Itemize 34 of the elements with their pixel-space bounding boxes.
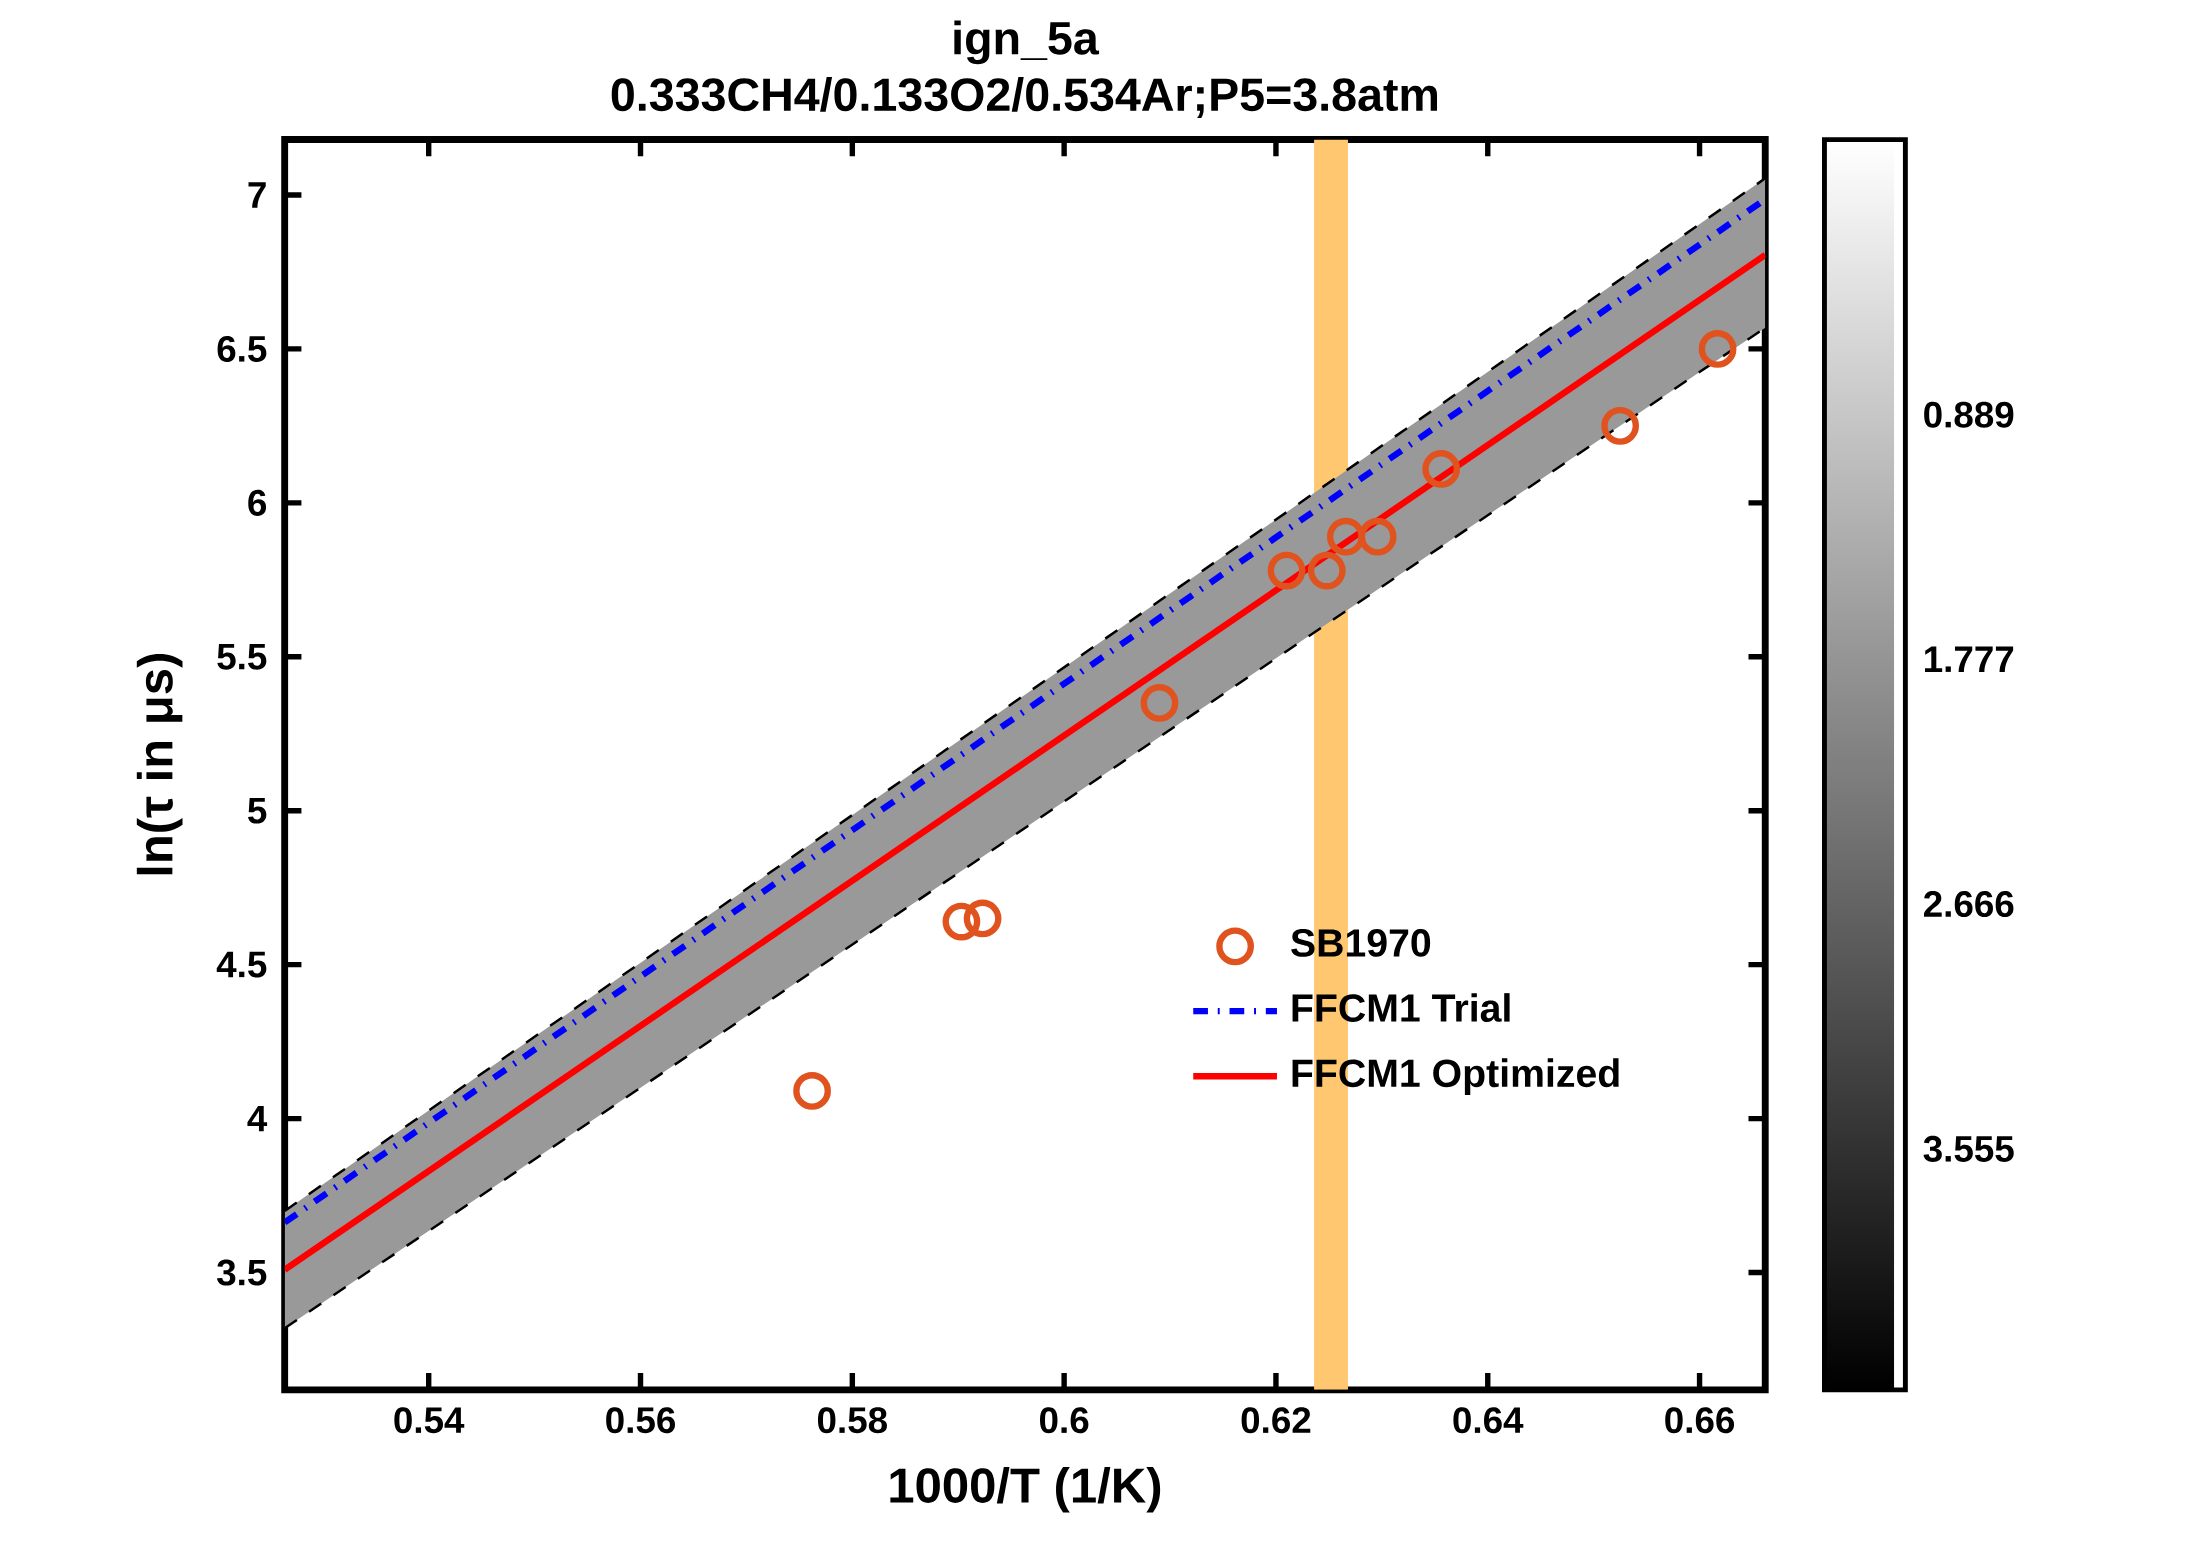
- x-tick-label: 0.58: [817, 1406, 887, 1434]
- x-tick-label: 0.54: [394, 1406, 465, 1434]
- point: [1307, 551, 1346, 590]
- x-tick-label: 0.62: [1241, 1406, 1311, 1434]
- color-bar-label: 0.889: [1924, 401, 2014, 428]
- point: [1326, 517, 1365, 556]
- point: [1601, 406, 1640, 445]
- y-tick-label: 5.5: [217, 643, 267, 670]
- color-bar-label: 3.555: [1923, 1135, 2014, 1162]
- point: [1698, 329, 1737, 368]
- point: [963, 899, 1002, 938]
- y-tick-label: 3.5: [217, 1259, 267, 1286]
- y-tick-label: 6: [248, 489, 267, 516]
- y-tick-label: 5: [248, 797, 267, 824]
- y-axis-title: ln(τ in μs): [136, 653, 183, 875]
- point: [793, 1071, 831, 1110]
- point: [1267, 551, 1306, 590]
- color-bar-label: 2.666: [1924, 890, 2014, 917]
- chart-subtitle: 0.333CH4/0.133O2/0.534Ar;P5=3.8atm: [611, 76, 1438, 118]
- x-tick-label: 0.66: [1665, 1406, 1735, 1434]
- point: [1140, 683, 1179, 722]
- point: [942, 902, 981, 941]
- x-tick-label: 0.64: [1453, 1406, 1524, 1434]
- y-tick-label: 7: [248, 182, 266, 208]
- x-tick-label: 0.6: [1040, 1406, 1089, 1434]
- x-tick-label: 0.56: [606, 1406, 675, 1434]
- y-tick-label: 6.5: [217, 335, 267, 362]
- color-bar-label: 1.777: [1925, 646, 2014, 672]
- y-tick-label: 4.5: [216, 951, 267, 978]
- point: [1358, 517, 1397, 556]
- chart-title: ign_5a: [954, 20, 1100, 64]
- point: [1422, 449, 1461, 488]
- y-tick-label: 4: [247, 1105, 268, 1132]
- x-axis-title: 1000/T (1/K): [890, 1466, 1161, 1513]
